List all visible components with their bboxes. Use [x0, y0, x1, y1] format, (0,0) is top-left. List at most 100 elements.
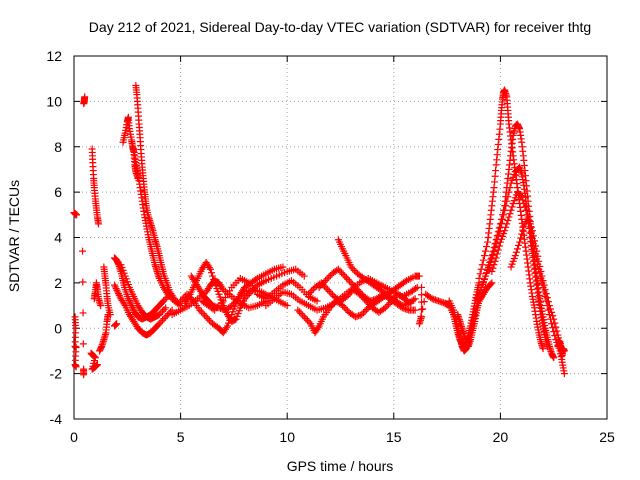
data-point: [222, 324, 230, 332]
data-point: [522, 206, 530, 214]
data-point: [327, 302, 335, 310]
data-point: [162, 304, 170, 312]
data-point: [323, 275, 331, 283]
x-tick-label: 5: [177, 429, 185, 445]
data-point: [344, 275, 352, 283]
x-tick-label: 10: [279, 429, 295, 445]
data-point: [515, 241, 523, 249]
y-tick-label: 0: [54, 320, 62, 336]
data-point: [418, 283, 426, 291]
data-point: [504, 193, 512, 201]
data-point: [329, 300, 337, 308]
data-point: [234, 295, 242, 303]
data-point: [513, 245, 521, 253]
data-point: [508, 203, 516, 211]
data-point: [201, 311, 209, 319]
data-point: [494, 246, 502, 254]
data-point: [157, 318, 165, 326]
data-point: [524, 213, 532, 221]
data-point: [339, 270, 347, 278]
data-point: [364, 299, 372, 307]
data-point: [538, 272, 546, 280]
data-point: [186, 294, 194, 302]
data-point: [349, 265, 357, 273]
data-point: [415, 320, 423, 328]
data-point: [233, 296, 241, 304]
data-point: [542, 290, 550, 298]
data-point: [236, 293, 244, 301]
x-tick-label: 0: [70, 429, 78, 445]
data-point: [541, 286, 549, 294]
data-point: [360, 295, 368, 303]
data-point: [241, 295, 249, 303]
data-point: [481, 247, 489, 255]
data-point: [334, 265, 342, 273]
data-point: [317, 279, 325, 287]
data-point: [544, 298, 552, 306]
data-point: [343, 292, 351, 300]
data-point: [338, 269, 346, 277]
data-point: [501, 206, 509, 214]
chart-title: Day 212 of 2021, Sidereal Day-to-day VTE…: [89, 19, 591, 35]
data-point: [342, 305, 350, 313]
data-point: [517, 192, 525, 200]
data-point: [202, 313, 210, 321]
data-point: [492, 254, 500, 262]
y-tick-label: 6: [54, 184, 62, 200]
data-point: [507, 206, 515, 214]
data-point: [308, 287, 316, 295]
data-point: [327, 289, 335, 297]
data-point: [303, 316, 311, 324]
data-point: [543, 342, 551, 350]
data-point: [502, 202, 510, 210]
data-point: [427, 294, 435, 302]
data-point: [341, 272, 349, 280]
data-point: [551, 319, 559, 327]
data-point: [381, 304, 389, 312]
data-point: [111, 281, 119, 289]
data-point: [113, 320, 121, 328]
data-point: [111, 283, 119, 291]
data-point: [517, 234, 525, 242]
data-point: [539, 345, 547, 353]
data-point: [336, 267, 344, 275]
data-point: [314, 324, 322, 332]
x-tick-label: 15: [386, 429, 402, 445]
data-point: [300, 313, 308, 321]
data-point: [80, 371, 88, 379]
data-point: [521, 203, 529, 211]
data-point: [499, 215, 507, 223]
data-point: [294, 306, 302, 314]
data-point: [279, 263, 287, 271]
data-point: [206, 265, 214, 273]
y-tick-label: -4: [50, 411, 63, 427]
data-point: [534, 252, 542, 260]
x-tick-label: 25: [599, 429, 615, 445]
data-point: [539, 277, 547, 285]
data-point: [520, 199, 528, 207]
data-point: [204, 315, 212, 323]
data-point: [160, 315, 168, 323]
x-tick-label: 20: [493, 429, 509, 445]
data-point: [503, 197, 511, 205]
data-point: [80, 100, 88, 108]
data-point: [540, 281, 548, 289]
data-point: [389, 295, 397, 303]
data-point: [129, 305, 137, 313]
data-point: [244, 291, 252, 299]
data-point: [550, 354, 558, 362]
data-point: [536, 262, 544, 270]
data-point: [359, 309, 367, 317]
data-point: [97, 302, 105, 310]
data-point: [553, 327, 561, 335]
data-point: [479, 256, 487, 264]
data-point: [388, 297, 396, 305]
data-point: [359, 294, 367, 302]
data-point: [415, 272, 423, 280]
data-point: [167, 294, 175, 302]
data-point: [306, 289, 314, 297]
data-point: [313, 297, 321, 305]
data-point: [127, 300, 135, 308]
data-point: [73, 211, 81, 219]
data-point: [504, 216, 512, 224]
